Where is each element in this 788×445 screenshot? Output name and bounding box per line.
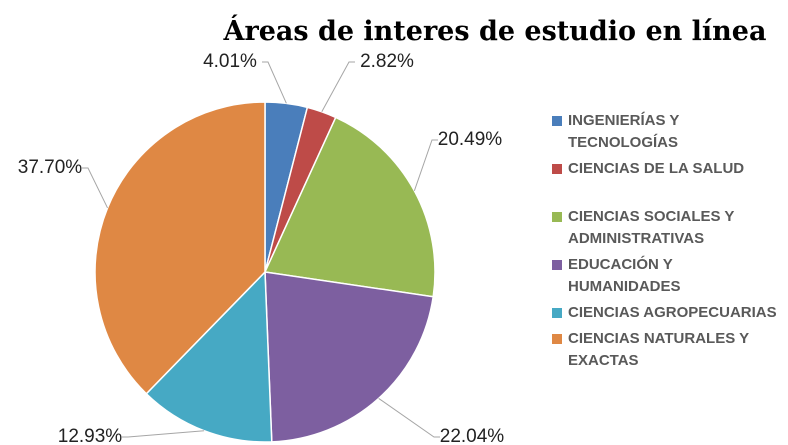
leader-line: [122, 430, 205, 438]
legend-swatch: [552, 260, 562, 270]
legend-label: CIENCIAS DE LA SALUD: [568, 160, 745, 177]
pie-slice: [263, 116, 436, 298]
legend-label: CIENCIAS NATURALES Y EXACTAS: [568, 330, 749, 369]
legend-swatch: [552, 308, 562, 318]
legend-label: INGENIERÍAS Y TECNOLOGÍAS: [568, 112, 680, 151]
leader-line: [82, 167, 108, 209]
value-label: 37.70%: [18, 157, 83, 178]
value-label: 4.01%: [203, 51, 257, 72]
value-label: 22.04%: [440, 426, 505, 445]
legend-item: CIENCIAS DE LA SALUD: [552, 158, 782, 180]
leader-line: [413, 139, 438, 191]
pie-slice: [94, 101, 266, 395]
value-label: 20.49%: [438, 129, 503, 150]
leader-line: [378, 397, 440, 438]
value-label: 12.93%: [58, 426, 123, 445]
legend-item: CIENCIAS NATURALES Y EXACTAS: [552, 328, 782, 372]
chart-title: Áreas de interes de estudio en línea: [223, 14, 767, 47]
legend-label: EDUCACIÓN Y HUMANIDADES: [568, 256, 681, 295]
legend-swatch: [552, 334, 562, 344]
legend: INGENIERÍAS Y TECNOLOGÍAS CIENCIAS DE LA …: [552, 110, 782, 376]
legend-swatch: [552, 116, 562, 126]
legend-item: INGENIERÍAS Y TECNOLOGÍAS: [552, 110, 782, 154]
pie-slice: [145, 270, 273, 443]
legend-item: CIENCIAS SOCIALES Y ADMINISTRATIVAS: [552, 206, 782, 250]
legend-label: CIENCIAS SOCIALES Y ADMINISTRATIVAS: [568, 208, 735, 247]
legend-item: CIENCIAS AGROPECUARIAS: [552, 302, 782, 324]
leader-line: [321, 61, 355, 113]
legend-swatch: [552, 164, 562, 174]
value-label: 2.82%: [360, 51, 414, 72]
legend-item: EDUCACIÓN Y HUMANIDADES: [552, 254, 782, 298]
legend-label: CIENCIAS AGROPECUARIAS: [568, 304, 777, 321]
leader-line: [262, 61, 287, 104]
legend-swatch: [552, 212, 562, 222]
pie-slice: [264, 271, 435, 443]
